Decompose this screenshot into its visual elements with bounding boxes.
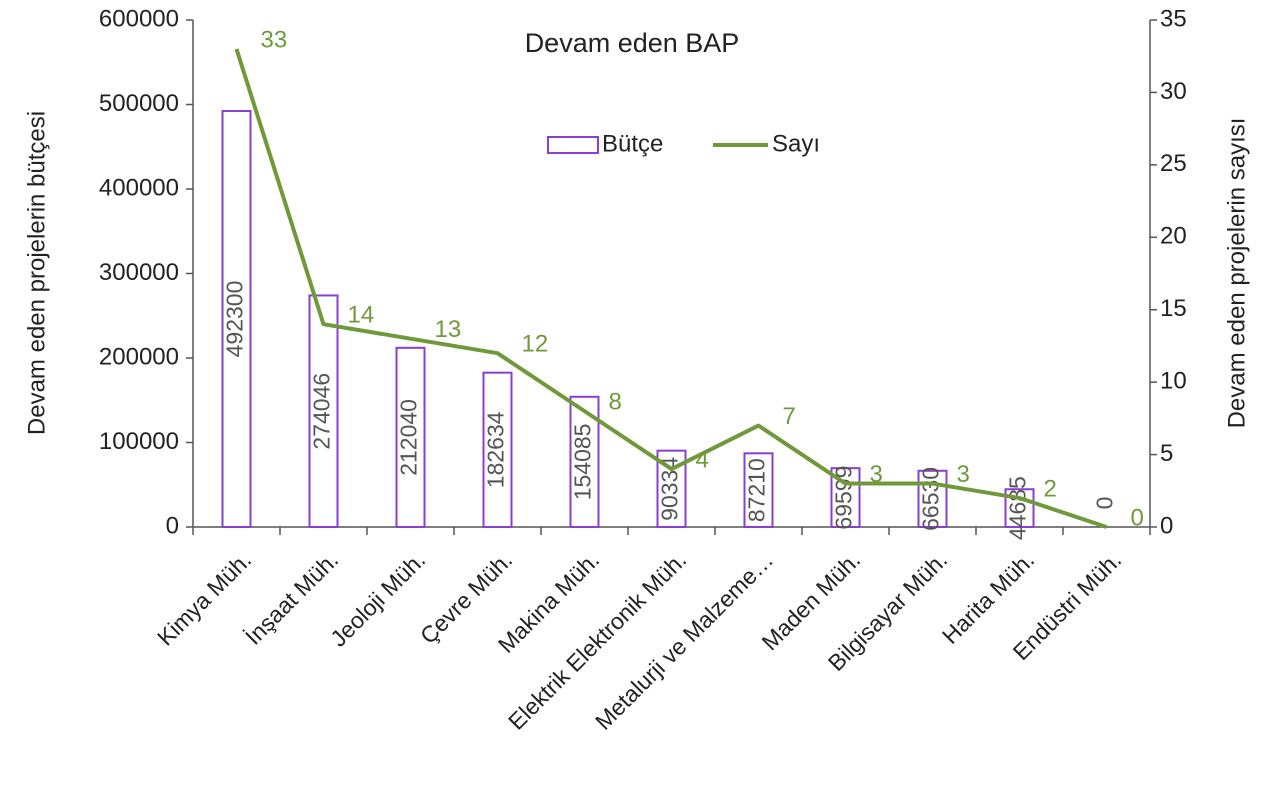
y2-axis-label: Devam eden projelerin sayısı — [1223, 118, 1250, 429]
y2-tick-label: 10 — [1160, 367, 1187, 394]
y-tick-label: 200000 — [99, 343, 179, 370]
bar — [395, 346, 426, 528]
bar — [482, 371, 513, 528]
chart-title: Devam eden BAP — [525, 28, 740, 58]
bar-value-label: 492300 — [222, 281, 248, 358]
bar-value-label: 182634 — [483, 411, 509, 488]
line-value-label: 3 — [957, 461, 970, 488]
line-value-label: 14 — [348, 302, 375, 329]
line-value-label: 2 — [1044, 475, 1057, 502]
bar-value-label: 44685 — [1005, 476, 1031, 540]
y2-tick-label: 30 — [1160, 78, 1187, 105]
line-value-label: 8 — [609, 388, 622, 415]
bar — [221, 110, 252, 528]
line — [234, 48, 1108, 529]
y-tick-label: 0 — [166, 512, 179, 539]
bar — [569, 395, 600, 529]
legend-label: Bütçe — [602, 130, 663, 157]
line-value-label: 33 — [261, 26, 288, 53]
x-tick-label: Elektrik Elektronik Müh. — [503, 546, 691, 734]
bar-value-label: 154085 — [570, 424, 596, 501]
y-tick-label: 600000 — [99, 5, 179, 32]
line-value-label: 4 — [696, 446, 709, 473]
line-value-label: 12 — [522, 331, 549, 358]
line-value-label: 7 — [783, 403, 796, 430]
y2-tick-label: 25 — [1160, 150, 1187, 177]
bar — [308, 294, 339, 528]
y2-tick-label: 20 — [1160, 223, 1187, 250]
bar-value-label: 212040 — [396, 399, 422, 476]
y-axis-label: Devam eden projelerin bütçesi — [23, 111, 50, 435]
legend-label: Sayı — [772, 130, 820, 157]
bar-value-label: 274046 — [309, 373, 335, 450]
y2-tick-label: 35 — [1160, 5, 1187, 32]
y2-tick-label: 15 — [1160, 295, 1187, 322]
bar-value-label: 0 — [1092, 497, 1118, 510]
x-tick-label: Kimya Müh. — [152, 546, 256, 650]
bar — [743, 452, 774, 529]
bar-value-label: 66530 — [918, 467, 944, 531]
line-value-label: 0 — [1131, 504, 1144, 531]
y-tick-label: 300000 — [99, 259, 179, 286]
bar — [917, 469, 948, 528]
legend-swatch — [547, 136, 599, 154]
line-value-label: 13 — [435, 316, 462, 343]
y2-tick-label: 5 — [1160, 440, 1173, 467]
x-tick-label: Metalurji ve Malzeme… — [590, 546, 778, 734]
y2-tick-label: 0 — [1160, 512, 1173, 539]
y-tick-label: 500000 — [99, 90, 179, 117]
line-value-label: 3 — [870, 461, 883, 488]
x-tick-label: Jeoloji Müh. — [325, 546, 430, 651]
y-tick-label: 100000 — [99, 428, 179, 455]
y-tick-label: 400000 — [99, 174, 179, 201]
bar-value-label: 87210 — [744, 458, 770, 522]
